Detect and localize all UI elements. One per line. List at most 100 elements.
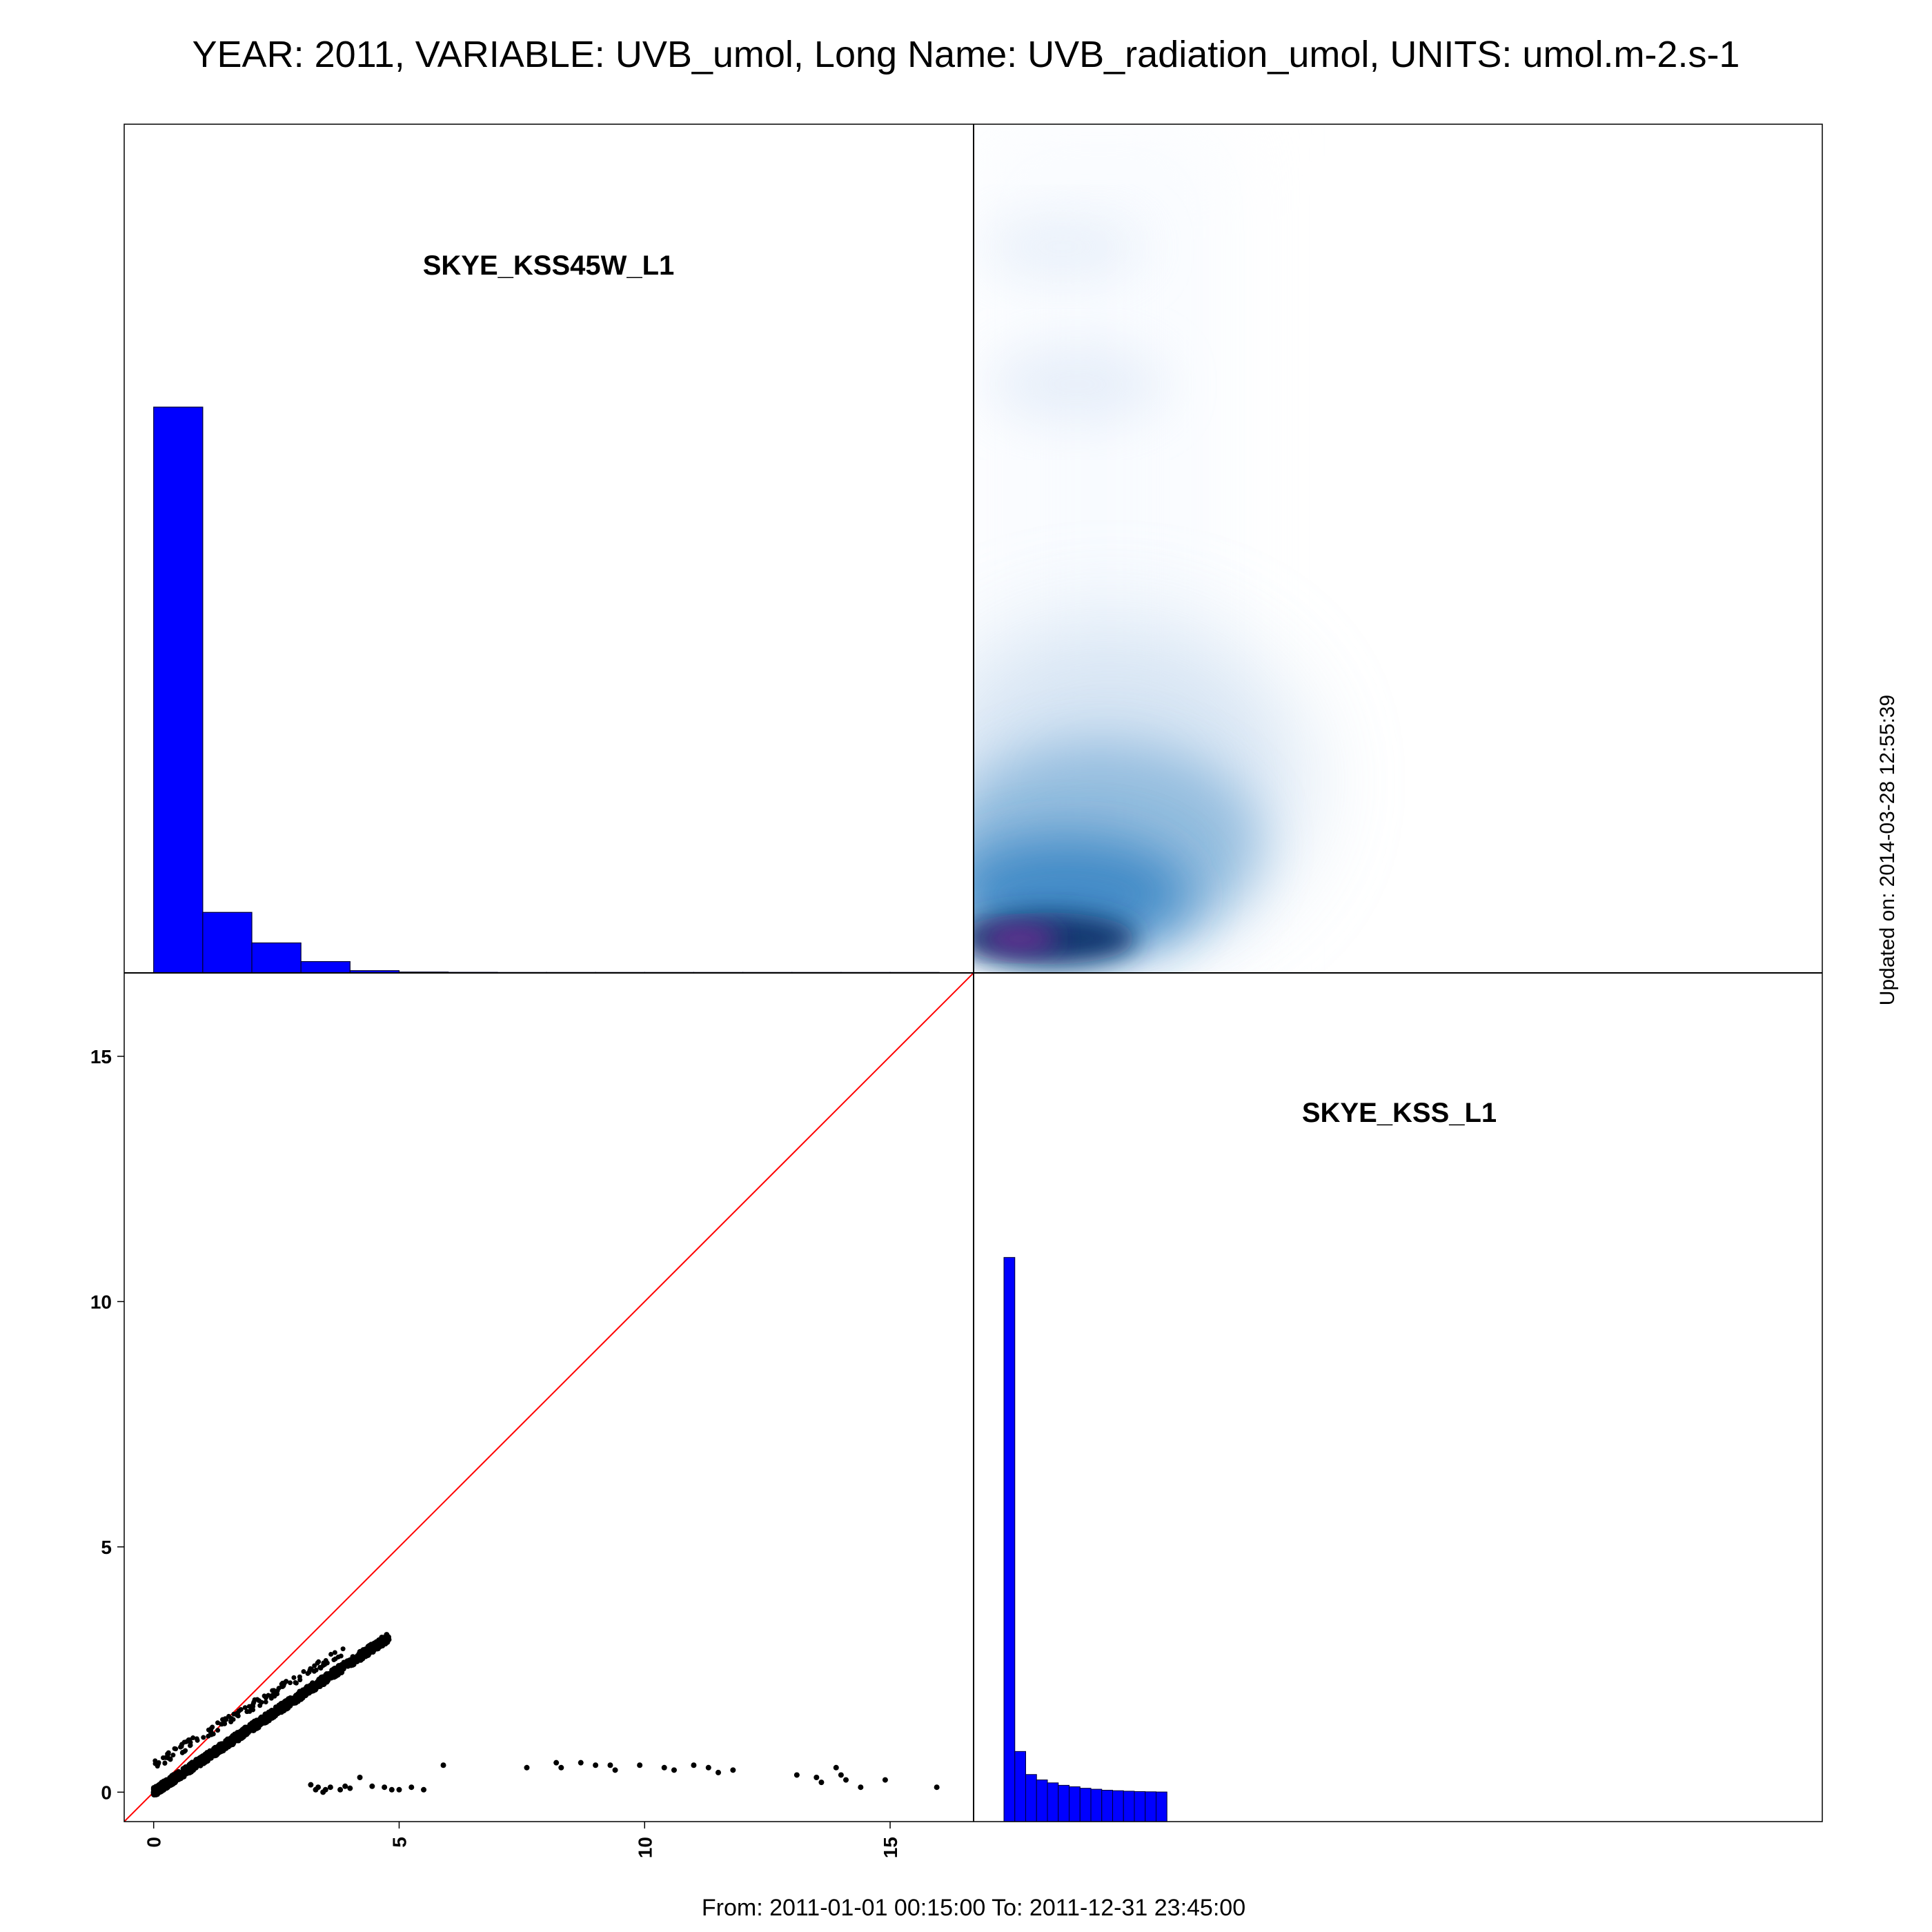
scatter-point [842, 1777, 849, 1783]
scatter-point [259, 1699, 264, 1705]
histogram-bar-kss [1036, 1780, 1048, 1822]
scatter-point [192, 1764, 198, 1771]
scatter-point [838, 1772, 844, 1778]
scatter-point [301, 1669, 306, 1675]
scatter-point [183, 1771, 189, 1777]
scatter-point [206, 1733, 211, 1739]
scatter-point [308, 1666, 313, 1671]
histogram-bar-kss [1156, 1791, 1167, 1822]
histogram-bar-kss [1101, 1789, 1113, 1822]
scatter-point [262, 1693, 267, 1699]
chart-title: YEAR: 2011, VARIABLE: UVB_umol, Long Nam… [193, 34, 1740, 75]
scatter-point [270, 1688, 275, 1693]
scatter-point [242, 1705, 248, 1711]
scatter-point [388, 1786, 395, 1793]
scatter-point [152, 1761, 158, 1766]
scatter-point [313, 1786, 319, 1793]
scatter-point [244, 1731, 250, 1737]
scatter-point [217, 1743, 223, 1749]
scatter-point [251, 1720, 257, 1726]
scatter-point [593, 1762, 599, 1768]
scatter-point [331, 1666, 337, 1673]
scatter-point [201, 1735, 206, 1740]
scatter-point [195, 1737, 200, 1743]
x-tick-label: 15 [880, 1837, 901, 1858]
scatter-point [320, 1789, 326, 1795]
y-tick-label: 0 [101, 1782, 112, 1803]
scatter-point [578, 1759, 584, 1766]
scatter-point [252, 1697, 257, 1702]
scatter-point [858, 1784, 864, 1791]
scatter-point [199, 1753, 206, 1759]
histogram-bar-kss45w [251, 942, 302, 974]
y-tick-label: 15 [90, 1046, 112, 1067]
scatter-point [553, 1759, 560, 1766]
histogram-bar-kss [1058, 1784, 1070, 1822]
scatter-point [282, 1699, 288, 1705]
scatter-point [231, 1711, 237, 1717]
scatter-point [291, 1675, 297, 1680]
scatter-point [337, 1666, 343, 1673]
scatter-point [299, 1695, 306, 1701]
scatter-point [934, 1784, 940, 1791]
scatter-point [818, 1780, 825, 1786]
scatter-point [208, 1752, 214, 1758]
axis-ticks: 0 5 10 15 0 5 10 15 [90, 1046, 901, 1858]
scatter-point [305, 1670, 310, 1676]
density-blob [978, 215, 1145, 278]
scatter-point [318, 1675, 324, 1681]
histogram-bar-kss [1025, 1774, 1037, 1822]
scatter-point [255, 1724, 262, 1731]
scatter-point [151, 1791, 157, 1797]
scatter-point [408, 1784, 415, 1791]
density-blob [987, 346, 1167, 422]
scatter-point [330, 1670, 336, 1677]
scatter-point [163, 1783, 169, 1789]
panel-label-kss: SKYE_KSS_L1 [1302, 1098, 1497, 1128]
scatter-point [173, 1776, 179, 1782]
date-range-footer: From: 2011-01-01 00:15:00 To: 2011-12-31… [702, 1895, 1245, 1921]
histogram-bar-kss [1069, 1786, 1081, 1822]
scatter-point [315, 1683, 322, 1689]
x-tick-label: 0 [144, 1837, 165, 1848]
histogram-bar-kss [1145, 1791, 1156, 1822]
identity-line [124, 973, 974, 1822]
scatter-point [331, 1657, 337, 1663]
updated-timestamp: Updated on: 2014-03-28 12:55:39 [1876, 695, 1899, 1005]
scatter-point [368, 1646, 375, 1652]
scatter-point [173, 1746, 179, 1752]
scatter-point [292, 1697, 298, 1703]
scatter-point [159, 1787, 165, 1793]
x-tick-label: 10 [634, 1837, 656, 1858]
scatter-point [317, 1664, 323, 1670]
scatter-point [279, 1684, 284, 1689]
scatter-point [327, 1784, 333, 1791]
histogram-bar-kss [1079, 1788, 1092, 1822]
scatter-point [180, 1749, 186, 1755]
scatter-point [304, 1686, 310, 1693]
scatter-point [320, 1681, 326, 1687]
histogram-bar-kss [1047, 1782, 1059, 1822]
scatter-point [210, 1731, 216, 1737]
scatter-point [162, 1761, 168, 1766]
scatter-point [269, 1693, 275, 1698]
scatter-point [340, 1646, 346, 1652]
scatter-point [342, 1783, 348, 1789]
scatter-point [833, 1764, 839, 1771]
scatter-point [246, 1726, 253, 1732]
scatter-point [223, 1716, 228, 1722]
scatter-point [263, 1699, 268, 1705]
scatter-point [278, 1709, 284, 1715]
histogram-bar-kss [1014, 1751, 1026, 1822]
scatter-point [369, 1783, 375, 1789]
scatter-point [184, 1764, 190, 1771]
scatter-point [244, 1709, 250, 1715]
scatter-point [175, 1771, 181, 1777]
scatter-point [151, 1785, 157, 1791]
scatter-point [326, 1675, 332, 1681]
scatter-point [368, 1642, 374, 1648]
scatter-point [315, 1660, 320, 1666]
y-tick-label: 5 [101, 1537, 112, 1558]
panel-bottom-right: SKYE_KSS_L1 [1003, 1098, 1497, 1822]
scatter-point [421, 1786, 427, 1793]
